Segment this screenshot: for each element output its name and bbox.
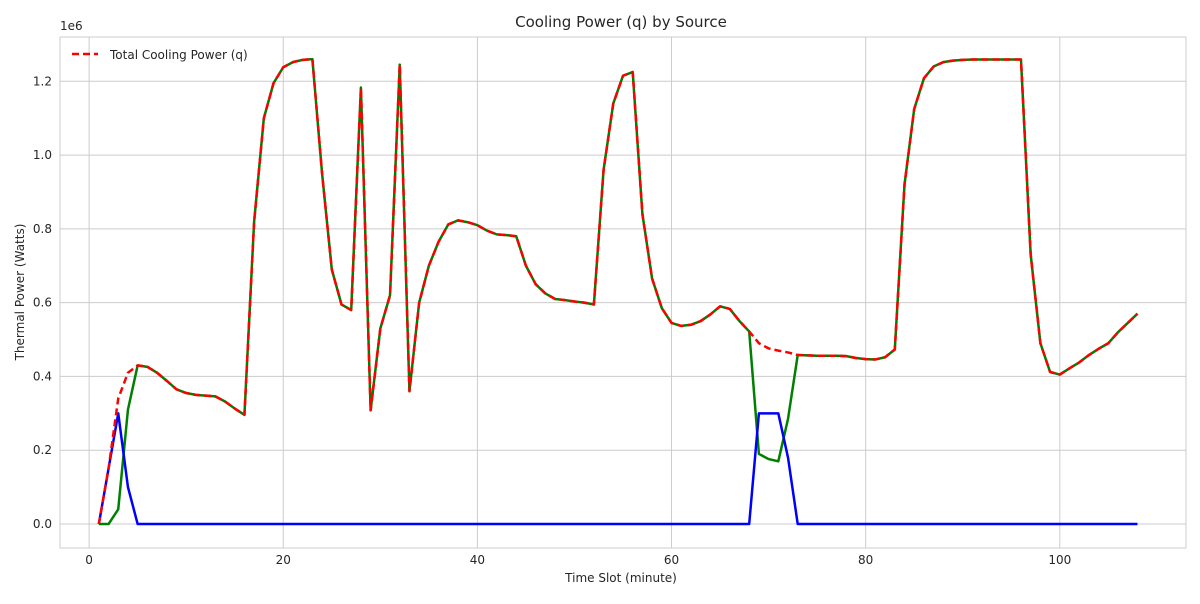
legend: Total Cooling Power (q) xyxy=(72,48,248,62)
y-axis-label: Thermal Power (Watts) xyxy=(13,224,27,362)
x-tick-label: 40 xyxy=(470,553,485,567)
y-axis-offset-label: 1e6 xyxy=(60,19,83,33)
legend-label-total: Total Cooling Power (q) xyxy=(109,48,248,62)
y-tick-label: 0.2 xyxy=(33,443,52,457)
x-tick-label: 0 xyxy=(85,553,93,567)
tick-labels: 0 20 40 60 80 100 0.0 0.2 0.4 0.6 0.8 1.0 1.2 xyxy=(33,74,1071,567)
x-axis-label: Time Slot (minute) xyxy=(564,571,677,585)
y-tick-label: 0.8 xyxy=(33,222,52,236)
x-tick-label: 60 xyxy=(664,553,679,567)
series-lines xyxy=(97,57,1139,526)
blue-series-line xyxy=(97,412,1138,526)
x-tick-label: 80 xyxy=(858,553,873,567)
x-tick-label: 20 xyxy=(276,553,291,567)
y-tick-label: 0.4 xyxy=(33,369,52,383)
chart-title: Cooling Power (q) by Source xyxy=(515,13,727,31)
y-tick-label: 0.6 xyxy=(33,296,52,310)
y-tick-label: 1.0 xyxy=(33,148,52,162)
x-tick-label: 100 xyxy=(1048,553,1071,567)
plot-area-background xyxy=(59,36,1187,549)
y-tick-label: 1.2 xyxy=(33,74,52,88)
total-cooling-power-line xyxy=(97,57,1139,525)
y-tick-label: 0.0 xyxy=(33,517,52,531)
